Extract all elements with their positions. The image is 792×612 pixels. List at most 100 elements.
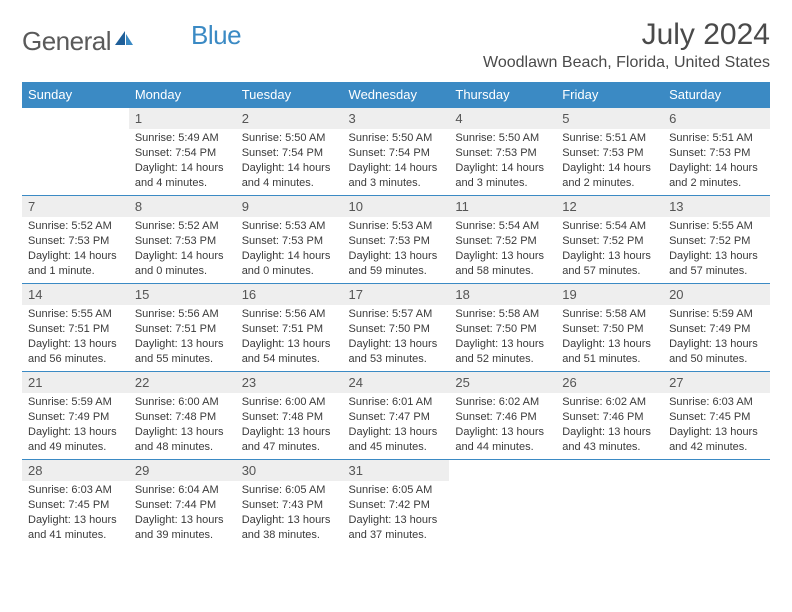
day-cell: 23Sunrise: 6:00 AMSunset: 7:48 PMDayligh…	[236, 372, 343, 460]
day-sr: Sunrise: 6:03 AM	[669, 395, 764, 410]
day-d2: and 4 minutes.	[242, 176, 337, 191]
day-number: 15	[129, 284, 236, 305]
day-cell: 19Sunrise: 5:58 AMSunset: 7:50 PMDayligh…	[556, 284, 663, 372]
day-cell: 24Sunrise: 6:01 AMSunset: 7:47 PMDayligh…	[343, 372, 450, 460]
day-sr: Sunrise: 5:54 AM	[455, 219, 550, 234]
day-ss: Sunset: 7:52 PM	[669, 234, 764, 249]
day-number: 9	[236, 196, 343, 217]
day-sr: Sunrise: 5:55 AM	[669, 219, 764, 234]
day-number: 31	[343, 460, 450, 481]
day-number: 8	[129, 196, 236, 217]
day-info: Sunrise: 5:54 AMSunset: 7:52 PMDaylight:…	[449, 217, 556, 282]
day-sr: Sunrise: 6:03 AM	[28, 483, 123, 498]
day-d1: Daylight: 13 hours	[242, 513, 337, 528]
day-sr: Sunrise: 6:01 AM	[349, 395, 444, 410]
day-ss: Sunset: 7:45 PM	[28, 498, 123, 513]
day-sr: Sunrise: 5:52 AM	[135, 219, 230, 234]
day-d2: and 55 minutes.	[135, 352, 230, 367]
day-d1: Daylight: 14 hours	[135, 161, 230, 176]
day-d1: Daylight: 14 hours	[242, 249, 337, 264]
day-ss: Sunset: 7:53 PM	[28, 234, 123, 249]
day-d2: and 3 minutes.	[349, 176, 444, 191]
day-ss: Sunset: 7:52 PM	[455, 234, 550, 249]
day-cell: 10Sunrise: 5:53 AMSunset: 7:53 PMDayligh…	[343, 196, 450, 284]
day-number: 14	[22, 284, 129, 305]
day-sr: Sunrise: 5:55 AM	[28, 307, 123, 322]
day-info: Sunrise: 5:55 AMSunset: 7:51 PMDaylight:…	[22, 305, 129, 370]
day-number: 5	[556, 108, 663, 129]
day-d2: and 0 minutes.	[242, 264, 337, 279]
day-cell	[22, 108, 129, 196]
day-ss: Sunset: 7:50 PM	[349, 322, 444, 337]
day-d2: and 45 minutes.	[349, 440, 444, 455]
day-info: Sunrise: 6:04 AMSunset: 7:44 PMDaylight:…	[129, 481, 236, 546]
day-info: Sunrise: 6:05 AMSunset: 7:42 PMDaylight:…	[343, 481, 450, 546]
calendar-body: 1Sunrise: 5:49 AMSunset: 7:54 PMDaylight…	[22, 108, 770, 548]
day-number: 23	[236, 372, 343, 393]
day-info: Sunrise: 5:50 AMSunset: 7:54 PMDaylight:…	[343, 129, 450, 194]
day-number: 22	[129, 372, 236, 393]
day-cell: 7Sunrise: 5:52 AMSunset: 7:53 PMDaylight…	[22, 196, 129, 284]
day-sr: Sunrise: 6:05 AM	[242, 483, 337, 498]
day-ss: Sunset: 7:51 PM	[242, 322, 337, 337]
day-d1: Daylight: 13 hours	[455, 425, 550, 440]
day-d2: and 3 minutes.	[455, 176, 550, 191]
day-sr: Sunrise: 5:51 AM	[669, 131, 764, 146]
day-ss: Sunset: 7:43 PM	[242, 498, 337, 513]
day-info: Sunrise: 5:58 AMSunset: 7:50 PMDaylight:…	[449, 305, 556, 370]
dayname-sat: Saturday	[663, 82, 770, 108]
day-sr: Sunrise: 6:04 AM	[135, 483, 230, 498]
day-number: 4	[449, 108, 556, 129]
day-info: Sunrise: 6:02 AMSunset: 7:46 PMDaylight:…	[556, 393, 663, 458]
day-cell: 21Sunrise: 5:59 AMSunset: 7:49 PMDayligh…	[22, 372, 129, 460]
day-sr: Sunrise: 5:50 AM	[242, 131, 337, 146]
day-sr: Sunrise: 5:54 AM	[562, 219, 657, 234]
day-info: Sunrise: 5:50 AMSunset: 7:54 PMDaylight:…	[236, 129, 343, 194]
day-sr: Sunrise: 5:58 AM	[455, 307, 550, 322]
day-sr: Sunrise: 6:02 AM	[562, 395, 657, 410]
day-d1: Daylight: 13 hours	[135, 513, 230, 528]
day-ss: Sunset: 7:53 PM	[349, 234, 444, 249]
day-number: 11	[449, 196, 556, 217]
day-ss: Sunset: 7:49 PM	[28, 410, 123, 425]
day-d1: Daylight: 13 hours	[669, 337, 764, 352]
day-d1: Daylight: 14 hours	[562, 161, 657, 176]
calendar-table: Sunday Monday Tuesday Wednesday Thursday…	[22, 82, 770, 548]
day-info: Sunrise: 5:53 AMSunset: 7:53 PMDaylight:…	[343, 217, 450, 282]
day-sr: Sunrise: 5:50 AM	[455, 131, 550, 146]
day-number: 29	[129, 460, 236, 481]
week-row: 28 Sunrise: 6:03 AMSunset: 7:45 PM Dayligh…	[22, 460, 770, 548]
day-d1: Daylight: 13 hours	[135, 425, 230, 440]
day-d2: and 2 minutes.	[669, 176, 764, 191]
day-d2: and 42 minutes.	[669, 440, 764, 455]
day-sr: Sunrise: 5:53 AM	[349, 219, 444, 234]
day-number: 28	[22, 460, 129, 481]
day-d1: Daylight: 14 hours	[455, 161, 550, 176]
day-d1: Daylight: 13 hours	[28, 425, 123, 440]
day-info: Sunrise: 6:03 AMSunset: 7:45 PMDaylight:…	[663, 393, 770, 458]
day-cell: 31Sunrise: 6:05 AMSunset: 7:42 PMDayligh…	[343, 460, 450, 548]
day-cell: 20Sunrise: 5:59 AMSunset: 7:49 PMDayligh…	[663, 284, 770, 372]
day-d1: Daylight: 14 hours	[242, 161, 337, 176]
day-ss: Sunset: 7:52 PM	[562, 234, 657, 249]
title-block: July 2024 Woodlawn Beach, Florida, Unite…	[483, 18, 770, 72]
day-d1: Daylight: 13 hours	[669, 249, 764, 264]
day-info: Sunrise: 5:57 AMSunset: 7:50 PMDaylight:…	[343, 305, 450, 370]
dayname-tue: Tuesday	[236, 82, 343, 108]
day-number: 10	[343, 196, 450, 217]
day-sr: Sunrise: 5:56 AM	[135, 307, 230, 322]
day-d1: Daylight: 13 hours	[135, 337, 230, 352]
day-number: 3	[343, 108, 450, 129]
day-d1: Daylight: 14 hours	[349, 161, 444, 176]
day-sr: Sunrise: 6:00 AM	[242, 395, 337, 410]
brand-name-a: General	[22, 26, 111, 57]
day-sr: Sunrise: 5:50 AM	[349, 131, 444, 146]
day-ss: Sunset: 7:46 PM	[455, 410, 550, 425]
day-ss: Sunset: 7:49 PM	[669, 322, 764, 337]
day-info: Sunrise: 5:58 AMSunset: 7:50 PMDaylight:…	[556, 305, 663, 370]
day-ss: Sunset: 7:53 PM	[669, 146, 764, 161]
dayname-sun: Sunday	[22, 82, 129, 108]
day-info: Sunrise: 5:56 AMSunset: 7:51 PMDaylight:…	[236, 305, 343, 370]
day-sr: Sunrise: 5:59 AM	[28, 395, 123, 410]
day-ss: Sunset: 7:53 PM	[242, 234, 337, 249]
